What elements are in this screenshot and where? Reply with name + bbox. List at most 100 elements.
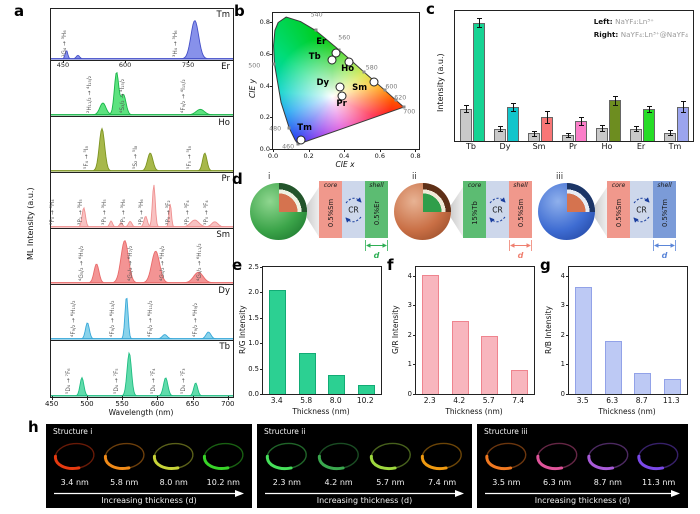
tm-axis-tick-label: 750 [181,61,195,69]
cie-point-name: Tb [308,52,321,63]
cie-x-tick [344,149,346,152]
category-label-2.3: 2.3 [423,396,436,405]
tm-axis-tick-label: 600 [118,61,132,69]
x-axis-tick [51,396,53,400]
cie-y-tick [270,117,273,119]
y-tick [260,292,263,294]
transition-label: ¹G₄ → ³H₆ [62,30,69,57]
shell-title: shell [657,182,672,189]
y-tick [413,305,416,307]
photo-strip-2: Structure ii 2.3 nm 4.2 nm 5.7 nm 7.4 nm Incr… [257,424,472,508]
cie-wavelength-label: 580 [365,64,378,72]
g-y-axis-label: R/B Intensity [544,306,553,354]
strip-caption: Increasing thickness (d) [316,496,413,505]
y-tick-label: 1.5 [248,313,259,322]
cie-x-tick [308,149,310,152]
legend-entry: Left: NaYF₄:Ln³⁺ [594,15,688,28]
transition-label: ⁴F₉/₂ → ⁶H₁₅/₂ [70,300,77,337]
spectrum-row-tb: Tb ⁵D₄ → ⁷F₆ ⁵D₄ → ⁷F₅ ⁵D₄ → ⁷F₄ ⁵D₄ → ⁷F₃ [51,341,233,397]
error-bar [601,125,603,131]
core-shell-sphere [250,183,307,240]
cie-wavelength-label: 620 [394,94,407,102]
spectrum-element-label: Tm [216,10,230,20]
x-axis-tick-label: 450 [44,400,59,408]
thickness-d-label: d [661,251,668,260]
intensity-bar-chart: Left: NaYF₄:Ln³⁺ Right: NaYF₄:Ln³⁺@NaYF₄ [454,10,694,142]
cie-wavelength-label: 560 [338,34,351,41]
transition-label: ³P₀ → ³F₂ [166,200,173,225]
core-dopant-label: 0.5%Sm [614,198,623,228]
cie-point-er [331,48,341,58]
cie-point-name: Sm [352,82,368,93]
legend-prefix: Left: [593,17,616,26]
error-bar-cap [667,129,673,131]
cie-diagram: 540 560 580 600 620 700 500 480 460 Er Tb Ho Dy Pr Sm T… [248,12,420,160]
bar-coreshell-er [642,109,655,141]
category-label-7.4: 7.4 [512,396,525,405]
transition-label: ³P₀ → ³H₄ [49,199,56,225]
y-tick-label: 4 [407,271,412,280]
y-tick [260,343,263,345]
tm-axis-tick [188,60,190,63]
transition-label: ⁴G₅/₂ → ⁶H₇/₂ [127,245,134,281]
category-label-3.5: 3.5 [576,396,589,405]
spectrum-row-tm: Tm ¹G₄ → ³H₆ ³H₄ → ³H₆ 450 600 750 [51,9,233,69]
cross-relaxation-column: CR [342,181,365,238]
bar-4.2 [451,320,469,394]
cie-y-tick [270,85,273,87]
panel-a-label: a [14,2,25,20]
error-bar-cap [680,112,686,114]
x-axis-tick-label: 500 [80,400,94,408]
cie-locus-anchor [394,98,398,102]
thickness-label: 5.8 nm [110,478,139,487]
error-bar-cap [667,135,673,137]
cie-wavelength-label: 500 [248,62,261,70]
error-bar [533,130,535,136]
error-bar-cap [497,131,503,133]
error-bar-cap [476,27,482,29]
cie-point-sm [369,77,379,87]
cie-wavelength-label: 700 [403,108,416,116]
x-axis-tick-label: 650 [185,400,200,408]
category-label-tm: Tm [668,142,682,151]
cie-y-tick-label: 0.2 [259,113,270,122]
cie-point-name: Er [316,36,327,47]
core-shell-sphere [538,183,595,240]
layer-strip: core 0.5%Sm CR shell 0.5%Er [319,181,388,238]
increasing-thickness-arrow [265,490,464,497]
error-bar-cap [531,130,537,132]
y-tick-label: 2 [560,330,565,339]
core-title: core [467,182,482,189]
photo-strip-1: Structure i 3.4 nm 5.8 nm 8.0 nm 10.2 nm Incr… [46,424,252,508]
cie-point-tb [327,55,337,65]
panel-b-y-axis-label: CIE y [248,78,257,98]
category-label-tb: Tb [466,142,476,151]
error-bar-cap [612,104,618,106]
spectrum-row-dy: Dy ⁴F₉/₂ → ⁶H₁₅/₂ ⁴F₉/₂ → ⁶H₁₃/₂ ⁴F₉/₂ → ⁶H… [51,285,233,341]
cie-y-tick-label: 0.0 [259,145,270,153]
structure-roman-label: ii [412,172,417,182]
bar-coreshell-ho [608,100,621,141]
ring-photo [313,437,365,478]
cie-x-tick-label: 0.6 [374,152,385,160]
transition-label: ⁵S₂ → ⁵I₈ [132,145,139,169]
panel-h: h Structure i 3.4 nm 5.8 nm 8.0 nm 10.2 nm In… [0,418,700,514]
error-bar-cap [565,137,571,139]
spectrum-element-label: Ho [218,118,230,128]
error-bar-cap [510,111,516,113]
core-column: core 15%Tb [463,181,486,238]
transition-label: ⁵D₄ → ⁷F₄ [150,368,157,394]
category-label-4.2: 4.2 [453,396,466,405]
error-bar-cap [578,124,584,126]
cie-locus-anchor [287,126,291,130]
transition-label: ⁵D₄ → ⁷F₆ [66,368,73,394]
error-bar [580,116,582,125]
f-bar-chart: 0 1 2 3 4 [408,266,535,398]
error-bar-cap [680,100,686,102]
cie-y-tick-label: 0.4 [259,81,270,90]
thickness-label: 8.0 nm [159,478,188,487]
x-axis-tick [157,396,159,400]
panel-e: e 0.0 0.5 1.0 1.5 2.0 2.5 3.4 5.8 8.0 10.2 Thickne… [232,256,387,416]
legend-prefix: Right: [593,30,621,39]
